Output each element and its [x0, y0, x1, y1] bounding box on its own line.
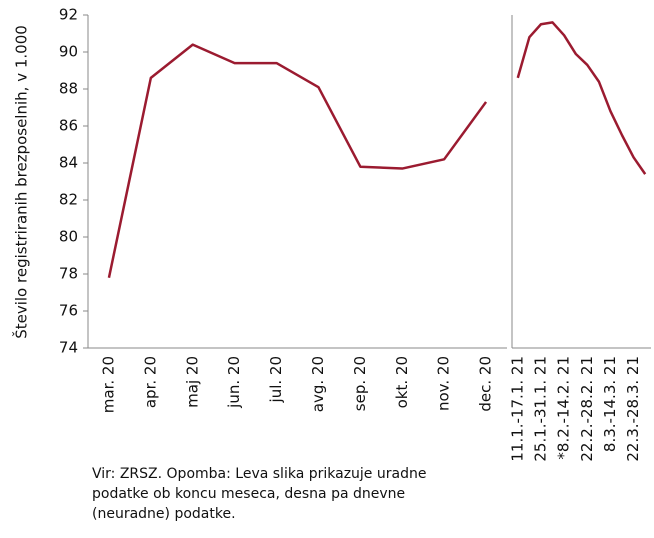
x-tick-label: sep. 20 — [351, 356, 369, 411]
x-tick-label: 25.1.-31.1. 21 — [531, 356, 549, 462]
y-tick-label: 80 — [59, 228, 78, 246]
note: Vir: ZRSZ. Opomba: Leva slika prikazuje … — [92, 466, 426, 482]
series-line — [107, 43, 488, 278]
x-tick-label: mar. 20 — [99, 356, 117, 413]
x-tick-label: 22.2.-28.2. 21 — [578, 356, 596, 462]
x-tick-label: maj 20 — [183, 356, 201, 408]
y-axis-label: Število registriranih brezposelnih, v 1.… — [12, 25, 31, 339]
note: podatke ob koncu meseca, desna pa dnevne — [92, 486, 405, 502]
x-tick-label: 11.1.-17.1. 21 — [508, 356, 526, 462]
y-tick-label: 92 — [59, 6, 78, 24]
y-tick-label: 76 — [59, 302, 78, 320]
x-tick-label: okt. 20 — [393, 356, 411, 408]
x-tick-label: *8.2.-14.2. 21 — [555, 356, 573, 460]
y-tick-label: 74 — [59, 339, 78, 357]
x-tick-label: 8.3.-14.3. 21 — [601, 356, 619, 452]
x-tick-label: apr. 20 — [141, 356, 159, 408]
x-tick-label: jun. 20 — [225, 356, 243, 409]
x-tick-label: 22.3.-28.3. 21 — [624, 356, 642, 462]
series-line — [516, 21, 647, 175]
y-tick-label: 82 — [59, 191, 78, 209]
y-tick-label: 90 — [59, 43, 78, 61]
y-tick-label: 78 — [59, 265, 78, 283]
y-tick-label: 86 — [59, 117, 78, 135]
x-tick-label: nov. 20 — [435, 356, 453, 411]
y-tick-label: 88 — [59, 80, 78, 98]
x-tick-label: jul. 20 — [267, 356, 285, 403]
x-tick-label: dec. 20 — [477, 356, 495, 412]
x-tick-label: avg. 20 — [309, 356, 327, 412]
note: (neuradne) podatke. — [92, 506, 236, 522]
y-tick-label: 84 — [59, 154, 78, 172]
